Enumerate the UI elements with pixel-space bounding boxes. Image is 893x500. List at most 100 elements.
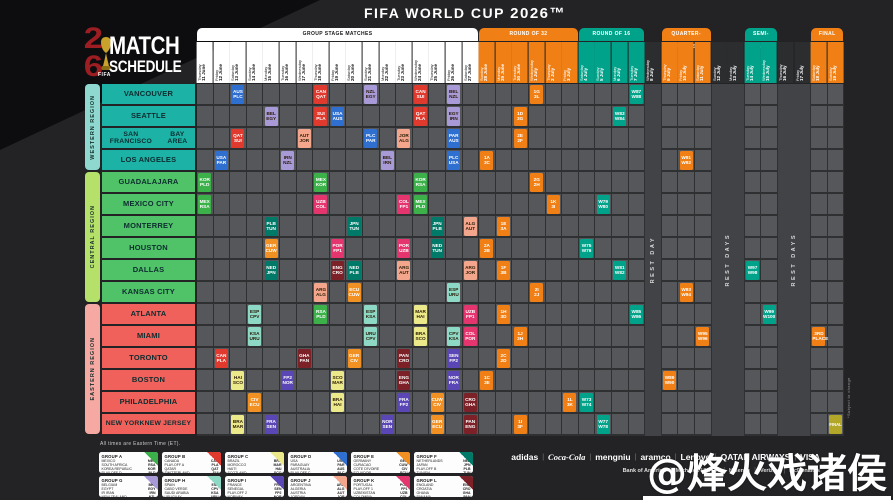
group-letter: GROUP I <box>227 477 247 483</box>
grid-cell <box>213 172 230 192</box>
team-code: PAN <box>463 494 471 497</box>
grid-cell <box>612 238 628 258</box>
grid-cell <box>479 392 495 412</box>
grid-cell <box>562 260 578 280</box>
grid-cell <box>246 150 263 170</box>
date-day: 1 July <box>533 67 538 81</box>
page-title: FIFA WORLD CUP 2026™ <box>85 5 845 22</box>
grid-cell <box>761 216 777 236</box>
match-cell: UZB FP1 <box>463 304 477 324</box>
team-code-away: 3F <box>517 424 523 430</box>
grid-cell <box>412 150 429 170</box>
team-code-home: CUW <box>431 396 443 402</box>
grid-cell <box>562 370 578 390</box>
grid-cell <box>296 260 313 280</box>
team-code: KSA <box>211 490 219 495</box>
group-letter: GROUP K <box>353 477 375 483</box>
team-code-away: NZL <box>283 160 293 166</box>
group-letter: GROUP E <box>353 453 375 459</box>
team-code-home: SEN <box>448 352 459 358</box>
team-code-away: ENG <box>465 424 476 430</box>
date-day: 30 June <box>516 63 522 81</box>
grid-cell <box>827 282 844 302</box>
legend-group-box-H: GROUP HSPAINESPCABO VERDECPVSAUDI ARABIA… <box>162 476 221 497</box>
grid-cell <box>379 370 396 390</box>
grid-cell <box>479 348 495 368</box>
grid-cell <box>263 172 279 192</box>
match-cell: 1K 3I <box>546 194 560 214</box>
grid-cell <box>811 238 827 258</box>
grid-cell <box>197 392 213 412</box>
grid-cell <box>578 106 595 126</box>
grid-cell <box>761 238 777 258</box>
grid-cell <box>313 370 329 390</box>
grid-cell <box>313 150 329 170</box>
team-code-home: USA <box>216 154 227 160</box>
team-code-away: UZB <box>399 248 409 254</box>
team-code: TUN <box>463 470 471 473</box>
team-code: UZB <box>400 490 408 495</box>
date-cell: Saturday 11 July <box>695 42 711 83</box>
grid-cell <box>280 304 296 324</box>
match-cell: 1I 3F <box>513 414 527 434</box>
grid-cell <box>578 326 595 346</box>
grid-cell <box>562 84 578 104</box>
grid-cell <box>761 150 777 170</box>
city-name: BOSTON <box>131 375 166 385</box>
group-letter: GROUP G <box>101 477 123 483</box>
team-name: ALGERIA <box>290 486 306 491</box>
team-name: COLOMBIA <box>353 494 372 497</box>
grid-cell <box>628 260 645 280</box>
group-letter: GROUP D <box>290 453 312 459</box>
grid-cell <box>661 128 678 148</box>
sponsor-logo-qatar-airways: QATAR AIRWAYS <box>720 452 791 462</box>
grid-cell <box>578 414 595 434</box>
team-code-home: CIV <box>250 396 259 402</box>
date-cell: Wednesday 1 July <box>529 42 545 83</box>
grid-cell <box>562 414 578 434</box>
grid-cell <box>329 304 346 324</box>
legend-group-box-A: GROUP AMEXICOMEXSOUTH AFRICARSAKOREA REP… <box>99 452 158 473</box>
team-code-away: EGY <box>365 94 376 100</box>
team-code-home: QAT <box>415 110 426 116</box>
team-code-away: ALG <box>315 292 326 298</box>
grid-cell <box>213 414 230 434</box>
grid-cell <box>545 414 562 434</box>
team-code-away: PLA <box>216 358 227 364</box>
team-code-home: W79 <box>598 198 608 204</box>
team-name: COTE D'IVOIRE <box>353 466 380 471</box>
grid-cell <box>827 128 844 148</box>
grid-cell <box>246 238 263 258</box>
date-cell: Sunday 5 July <box>595 42 611 83</box>
team-code-home: ESP <box>249 308 260 314</box>
city-cell: HOUSTON <box>102 238 195 258</box>
grid-cell <box>811 216 827 236</box>
match-cell: 1F 3B <box>497 260 511 280</box>
grid-cell <box>529 304 545 324</box>
grid-cell <box>678 194 694 214</box>
team-code-home: JOR <box>399 132 409 138</box>
sponsors-bar: adidas | Coca-Cola | mengniu | aramco | Lenovo | Q… <box>511 452 820 474</box>
date-day: 21 June <box>367 63 372 81</box>
grid-cell <box>827 392 844 412</box>
grid-cell <box>263 194 279 214</box>
date-cell: Friday 3 July <box>562 42 578 83</box>
team-code-away: SCO <box>415 336 426 342</box>
match-cell: W91 W92 <box>679 150 693 170</box>
team-code-home: 2A <box>483 242 490 248</box>
grid-cell <box>695 260 711 280</box>
match-cell: ENG CRO <box>331 260 345 280</box>
grid-cell <box>462 128 479 148</box>
grid-cell <box>529 348 545 368</box>
team-code-home: KOR <box>199 176 210 182</box>
grid-cell <box>479 194 495 214</box>
grid-cell <box>429 172 445 192</box>
match-cell: ARG ALG <box>314 282 328 302</box>
grid-cell <box>811 370 827 390</box>
sponsor-logo-verizon: Verizon <box>759 467 780 474</box>
team-name: BELGIUM <box>101 482 118 487</box>
team-name: NEW ZEALAND <box>101 494 127 497</box>
grid-cell <box>512 260 528 280</box>
match-cell: W81 W82 <box>613 260 627 280</box>
grid-cell <box>578 128 595 148</box>
